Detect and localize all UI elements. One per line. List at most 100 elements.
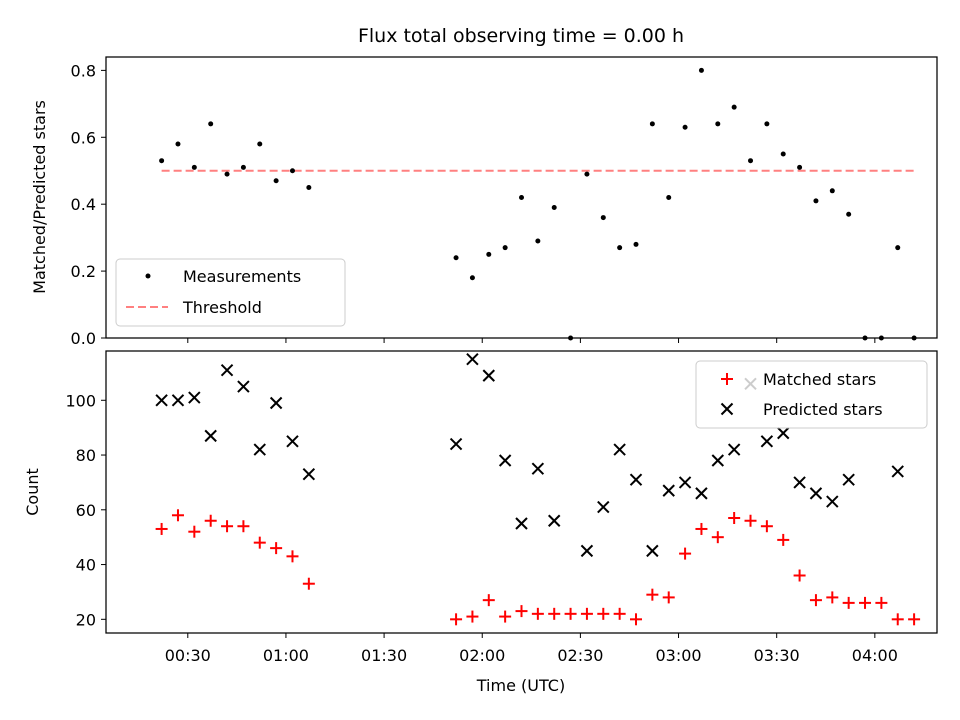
predicted-star-point bbox=[269, 396, 283, 410]
matched-star-point bbox=[237, 520, 250, 533]
bottom-panel: 20 40 60 80 100 00:30 01:00 01:30 02:00 02:30 03:0… bbox=[23, 350, 938, 695]
predicted-star-point bbox=[548, 514, 561, 527]
bottom-axes-frame bbox=[105, 350, 938, 634]
matched-star-point bbox=[286, 550, 299, 563]
x-tick-label: 01:30 bbox=[361, 646, 407, 665]
measurement-point bbox=[813, 198, 819, 204]
measurement-point bbox=[846, 211, 852, 217]
predicted-star-point bbox=[155, 394, 168, 407]
measurement-point bbox=[584, 171, 590, 177]
matched-star-point bbox=[630, 613, 643, 626]
matched-star-point bbox=[679, 547, 692, 560]
measurement-point bbox=[175, 141, 181, 147]
predicted-star-point bbox=[891, 465, 904, 478]
matched-star-point bbox=[728, 512, 741, 525]
predicted-star-point bbox=[662, 484, 675, 497]
predicted-star-point bbox=[171, 394, 185, 407]
measurement-point bbox=[633, 241, 639, 247]
legend-predicted-marker bbox=[720, 402, 734, 416]
count-points bbox=[155, 353, 921, 626]
bottom-legend-box bbox=[695, 360, 928, 429]
top-axis-ticks: 0.0 0.2 0.4 0.6 0.8 bbox=[71, 61, 876, 348]
measurement-point bbox=[208, 121, 214, 127]
top-legend-box bbox=[115, 258, 346, 327]
matched-star-point bbox=[171, 509, 184, 522]
matched-star-point bbox=[744, 514, 757, 527]
predicted-star-point bbox=[629, 473, 643, 486]
x-axis-label: Time (UTC) bbox=[476, 676, 565, 695]
measurement-point bbox=[191, 164, 197, 170]
matched-star-point bbox=[908, 613, 921, 626]
measurement-point bbox=[502, 245, 508, 251]
predicted-star-point bbox=[727, 443, 741, 456]
predicted-star-point bbox=[613, 443, 626, 456]
bottom-axis-ticks: 20 40 60 80 100 00:30 01:00 01:30 02:00 02:30 03:0… bbox=[65, 391, 897, 665]
predicted-star-point bbox=[482, 369, 495, 382]
matched-star-point bbox=[662, 591, 675, 604]
measurement-point bbox=[666, 195, 672, 200]
predicted-star-point bbox=[646, 544, 659, 558]
predicted-star-point bbox=[220, 363, 234, 377]
measurement-point bbox=[731, 104, 737, 110]
predicted-star-point bbox=[711, 454, 725, 467]
matched-star-point bbox=[515, 605, 528, 618]
matched-star-point bbox=[221, 520, 234, 533]
chart-title: Flux total observing time = 0.00 h bbox=[358, 25, 684, 47]
matched-star-point bbox=[548, 607, 561, 620]
top-y-axis-label: Matched/Predicted stars bbox=[30, 100, 49, 294]
measurement-point bbox=[649, 121, 655, 127]
predicted-star-point bbox=[237, 380, 250, 393]
measurement-point bbox=[715, 121, 721, 127]
predicted-star-point bbox=[826, 495, 839, 508]
matched-star-point bbox=[809, 594, 822, 607]
matched-star-point bbox=[482, 594, 495, 607]
top-panel: 0.00.20.40.60.8 Matched/Predicted stars … bbox=[30, 56, 938, 348]
measurement-point bbox=[895, 245, 901, 251]
matched-star-point bbox=[253, 536, 266, 549]
measurement-point bbox=[551, 205, 557, 211]
predicted-star-point bbox=[466, 353, 479, 366]
measurement-point bbox=[519, 195, 524, 200]
predicted-star-point bbox=[695, 487, 708, 500]
matched-star-point bbox=[155, 522, 168, 535]
measurement-point bbox=[682, 124, 688, 130]
bottom-y-axis-label: Count bbox=[23, 468, 42, 516]
measurement-point bbox=[486, 251, 492, 257]
legend-predicted-label: Predicted stars bbox=[763, 400, 883, 419]
legend-matched-label: Matched stars bbox=[763, 370, 876, 389]
matched-star-point bbox=[842, 596, 855, 609]
measurement-point bbox=[453, 255, 459, 261]
x-tick-label: 01:00 bbox=[263, 646, 309, 665]
x-tick-label: 04:00 bbox=[852, 646, 898, 665]
top-y-tick-label: 0.4 bbox=[71, 195, 96, 214]
matched-star-point bbox=[695, 522, 708, 535]
predicted-star-point bbox=[449, 437, 463, 451]
predicted-star-point bbox=[253, 443, 266, 456]
predicted-star-point bbox=[286, 435, 299, 448]
matched-star-point bbox=[466, 610, 479, 623]
measurement-point bbox=[306, 184, 312, 190]
matched-star-point bbox=[188, 525, 201, 538]
bottom-y-tick-label: 80 bbox=[76, 446, 96, 465]
predicted-star-point bbox=[302, 467, 316, 481]
matched-star-point bbox=[580, 607, 593, 620]
bottom-legend: Matched stars Predicted stars bbox=[695, 360, 928, 429]
measurement-point bbox=[240, 164, 246, 170]
measurement-point bbox=[764, 121, 770, 127]
legend-measurements-marker bbox=[145, 273, 151, 279]
matched-star-point bbox=[499, 610, 512, 623]
matched-star-point bbox=[270, 542, 283, 555]
matched-star-point bbox=[859, 596, 872, 609]
legend-measurements-label: Measurements bbox=[183, 267, 301, 286]
measurement-point bbox=[289, 168, 295, 174]
predicted-star-point bbox=[188, 391, 201, 404]
measurement-point bbox=[829, 188, 835, 194]
measurement-point bbox=[698, 67, 704, 73]
bottom-y-tick-label: 60 bbox=[76, 501, 96, 520]
matched-star-point bbox=[711, 531, 724, 544]
x-tick-label: 03:30 bbox=[754, 646, 800, 665]
legend-threshold-label: Threshold bbox=[182, 298, 262, 317]
matched-star-point bbox=[450, 613, 463, 626]
predicted-star-point bbox=[842, 473, 855, 486]
